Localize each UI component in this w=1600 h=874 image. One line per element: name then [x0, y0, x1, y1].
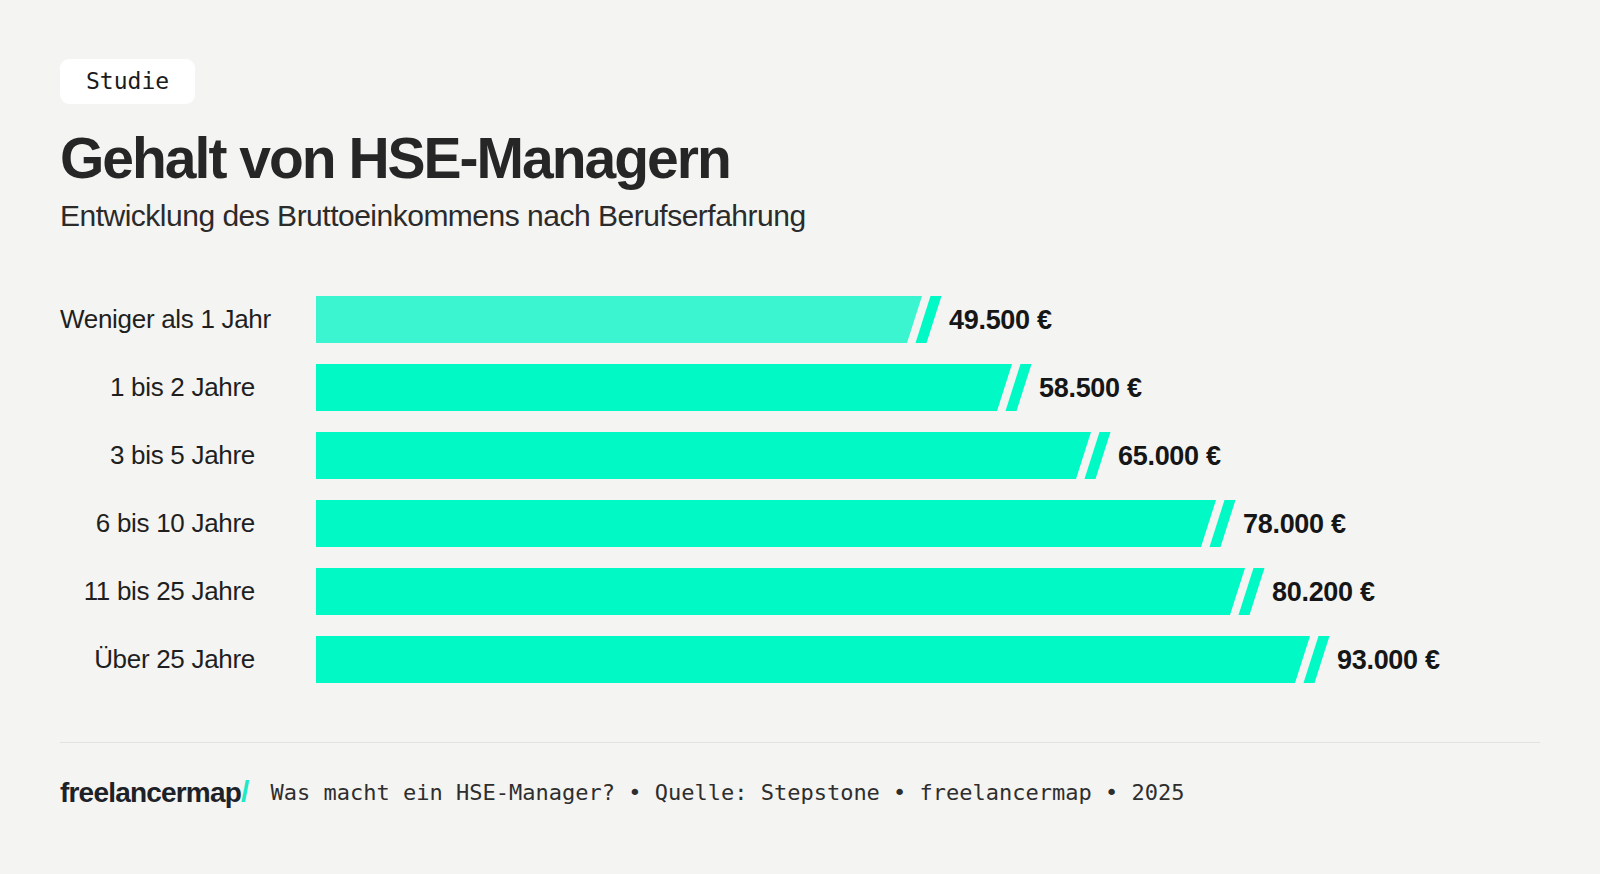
bar: [316, 636, 1310, 683]
value-label: 80.200 €: [1272, 576, 1375, 607]
bar: [316, 500, 1216, 547]
category-label: 3 bis 5 Jahre: [60, 440, 255, 471]
category-label: Über 25 Jahre: [60, 644, 255, 675]
category-label: Weniger als 1 Jahr: [60, 304, 255, 335]
bar-row: 6 bis 10 Jahre 78.000 €: [60, 500, 1540, 547]
bar-area: 78.000 €: [316, 500, 1540, 547]
bar-area: 58.500 €: [316, 364, 1540, 411]
category-label: 11 bis 25 Jahre: [60, 576, 255, 607]
page-title: Gehalt von HSE-Managern: [60, 128, 1540, 188]
chart-rows: Weniger als 1 Jahr 49.500 € 1 bis 2 Jahr…: [60, 296, 1540, 683]
bar-row: 11 bis 25 Jahre 80.200 €: [60, 568, 1540, 615]
value-label: 78.000 €: [1243, 508, 1346, 539]
bar-row: Über 25 Jahre 93.000 €: [60, 636, 1540, 683]
logo-slash-icon: /: [241, 775, 249, 808]
value-label: 49.500 €: [949, 304, 1052, 335]
page-subtitle: Entwicklung des Bruttoeinkommens nach Be…: [60, 198, 1540, 234]
freelancermap-logo: freelancermap/: [60, 775, 249, 809]
category-label: 6 bis 10 Jahre: [60, 508, 255, 539]
bar: [316, 364, 1012, 411]
bar-area: 93.000 €: [316, 636, 1540, 683]
bar: [316, 296, 922, 343]
bar-area: 65.000 €: [316, 432, 1540, 479]
value-label: 65.000 €: [1118, 440, 1221, 471]
infographic: Studie Gehalt von HSE-Managern Entwicklu…: [0, 0, 1600, 809]
bar-area: 80.200 €: [316, 568, 1540, 615]
bar-area: 49.500 €: [316, 296, 1540, 343]
bar-row: 1 bis 2 Jahre 58.500 €: [60, 364, 1540, 411]
value-label: 93.000 €: [1337, 644, 1440, 675]
category-label: 1 bis 2 Jahre: [60, 372, 255, 403]
bar: [316, 432, 1091, 479]
studie-badge: Studie: [60, 59, 195, 104]
bar-row: 3 bis 5 Jahre 65.000 €: [60, 432, 1540, 479]
chart: Weniger als 1 Jahr 49.500 € 1 bis 2 Jahr…: [60, 296, 1540, 683]
logo-text: freelancermap: [60, 777, 241, 808]
bar: [316, 568, 1245, 615]
value-label: 58.500 €: [1039, 372, 1142, 403]
source-text: Was macht ein HSE-Manager? • Quelle: Ste…: [271, 780, 1185, 805]
bar-row: Weniger als 1 Jahr 49.500 €: [60, 296, 1540, 343]
footer: freelancermap/ Was macht ein HSE-Manager…: [60, 743, 1540, 809]
